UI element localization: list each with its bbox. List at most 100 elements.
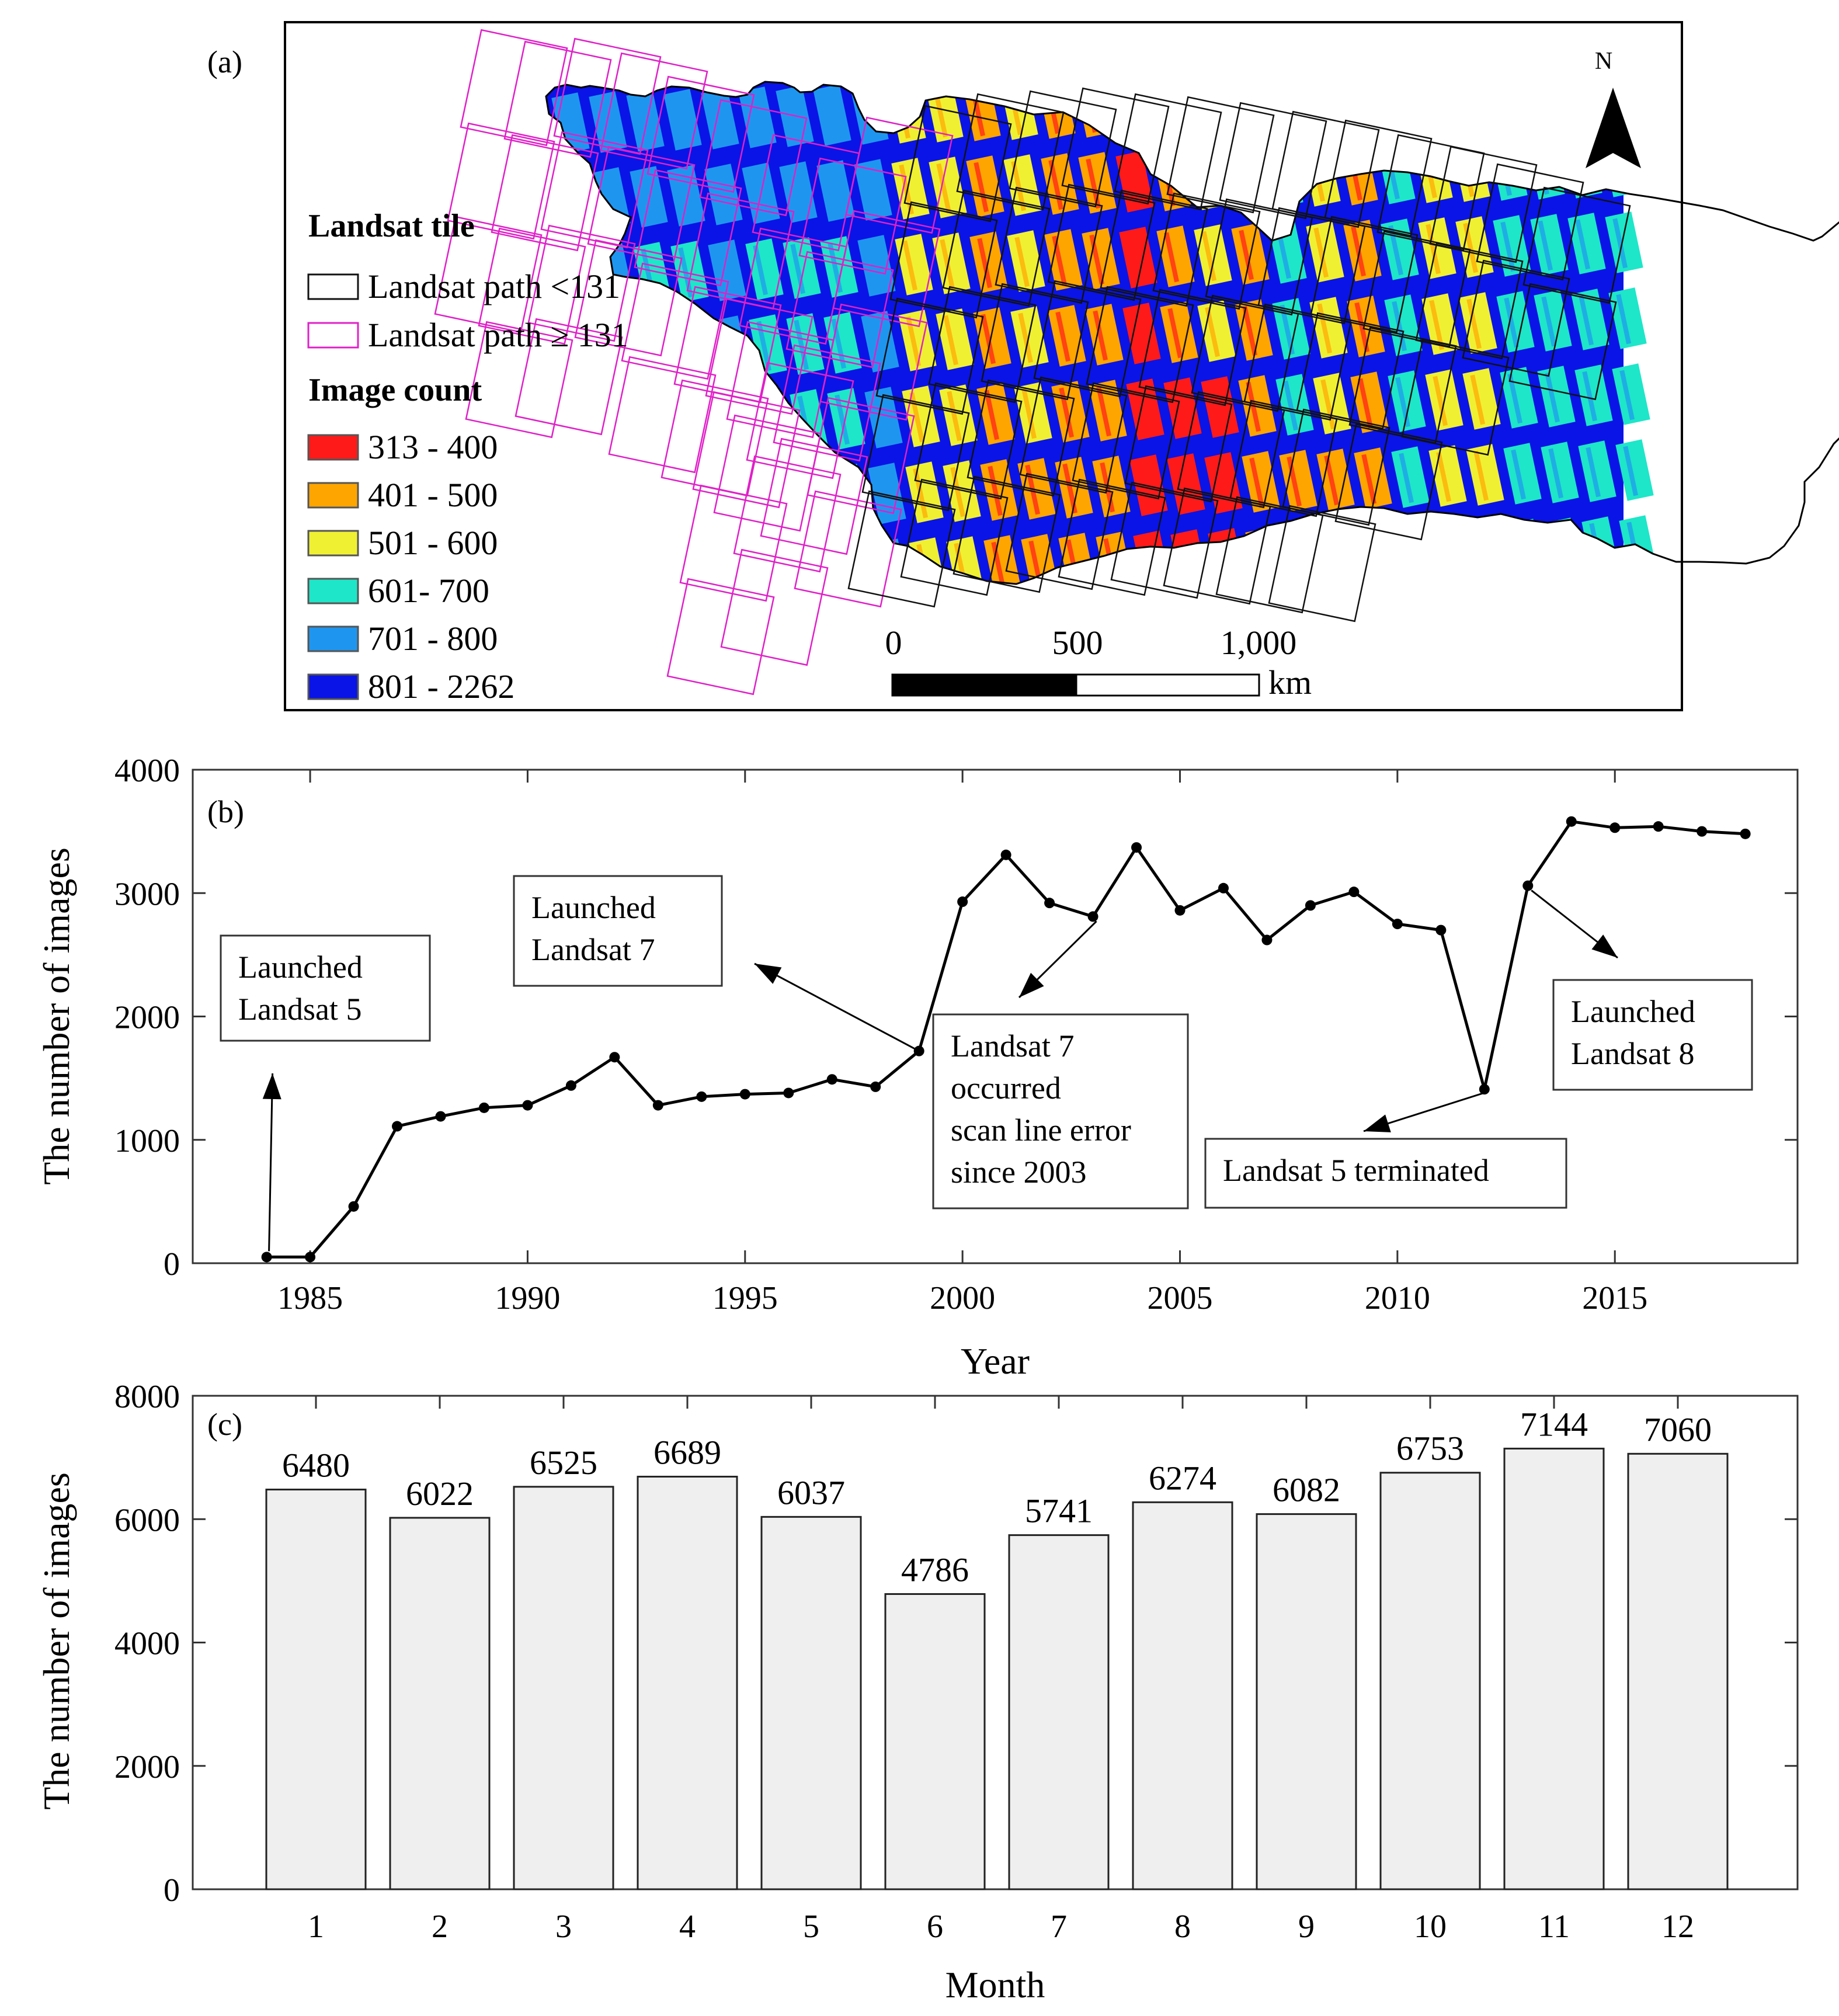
raster-stripe	[1174, 460, 1190, 510]
raster-stripe	[1164, 232, 1180, 283]
b-point	[348, 1201, 359, 1212]
landsat-tile-footprint	[1348, 326, 1457, 444]
b-xtick-label: 1995	[712, 1280, 778, 1316]
legend-count-title: Image count	[308, 372, 482, 408]
c-xtick-label: 11	[1538, 1909, 1570, 1945]
raster-stripe	[1021, 388, 1037, 439]
landsat-tile-footprint	[1205, 198, 1313, 316]
c-bar-label: 6037	[777, 1473, 845, 1511]
c-xtick-label: 2	[432, 1909, 448, 1945]
b-point	[870, 1081, 881, 1092]
landsat-tile-footprint	[746, 362, 854, 479]
b-point	[1261, 934, 1273, 946]
c-bar-label: 5741	[1025, 1492, 1093, 1530]
c-xtick-label: 10	[1414, 1909, 1447, 1945]
landsat-tile-footprint	[1058, 478, 1166, 596]
landsat-tile-footprint	[1376, 134, 1485, 252]
c-ytick-label: 0	[164, 1872, 180, 1909]
landsat-tile-footprint	[527, 224, 636, 342]
landsat-tile-footprint	[928, 286, 1037, 404]
raster-stripe	[1579, 295, 1594, 346]
landsat-tile-footprint	[1282, 408, 1390, 526]
scale-bar-black	[891, 673, 1077, 697]
raster-stripe	[824, 166, 840, 217]
b-point	[609, 1052, 620, 1063]
panel-b-line-chart: (b) 0 1000 2000 3000 4000 1985 1990 1995 2000 200…	[36, 753, 1799, 1382]
landsat-tile-footprint	[540, 131, 649, 249]
landsat-tile-footprint	[1033, 280, 1142, 398]
raster-stripe	[1511, 449, 1527, 500]
landsat-tile-footprint	[1257, 207, 1366, 325]
raster-stripe	[675, 171, 690, 222]
scale-bar: 0 500 1,000 km	[885, 624, 1312, 701]
raster-stripe	[1283, 380, 1299, 431]
b-point	[435, 1111, 446, 1122]
b-point	[826, 1074, 837, 1085]
b-xtick-label: 1990	[495, 1280, 560, 1316]
raster-stripe	[1619, 370, 1635, 420]
raster-stripe	[1014, 237, 1030, 287]
b-xtick-label: 1985	[277, 1280, 343, 1316]
panel-c-xlabel: Month	[945, 1964, 1045, 2005]
legend-count-swatch-4	[307, 625, 359, 652]
landsat-tile-footprint	[1334, 423, 1443, 541]
landsat-tile-footprint	[1268, 505, 1376, 623]
b-xtick-label: 2000	[930, 1280, 995, 1316]
raster-stripe	[940, 239, 955, 290]
raster-stripe	[1096, 386, 1112, 437]
panel-b-annotations: Launched Landsat 5 Launched Landsat 7 Landsa…	[220, 875, 1753, 1252]
landsat-tile-footprint	[1009, 90, 1117, 208]
legend-tile-title: Landsat tile	[308, 208, 475, 244]
scale-tick-0: 0	[885, 624, 902, 662]
b-point	[1000, 849, 1011, 860]
raster-stripe	[933, 87, 948, 138]
b-ytick-label: 0	[164, 1246, 180, 1282]
b-point	[1087, 911, 1098, 922]
b-point	[1479, 1084, 1490, 1095]
landsat-tile-footprint	[1271, 110, 1380, 228]
legend: Landsat tile Landsat path <131 Landsat p…	[307, 208, 628, 705]
landsat-tile-footprint	[832, 210, 941, 328]
b-annotation-box	[513, 875, 723, 987]
landsat-tile-footprint	[1219, 102, 1327, 220]
raster-stripe	[1313, 227, 1329, 278]
b-annotation-text: Landsat 5 terminated	[1223, 1153, 1489, 1188]
raster-stripe	[1201, 231, 1217, 281]
raster-stripe	[1361, 454, 1377, 505]
raster-stripe	[1358, 378, 1374, 429]
landsat-tile-footprint	[806, 397, 915, 515]
raster-stripe	[1280, 304, 1295, 355]
c-bar	[1379, 1472, 1481, 1890]
raster-stripe	[977, 238, 993, 289]
landsat-tile-footprint	[634, 169, 742, 287]
raster-stripe	[1018, 312, 1034, 363]
landsat-tile-footprint	[1476, 163, 1584, 281]
landsat-tile-footprint	[434, 215, 543, 333]
landsat-tile-footprint	[1296, 312, 1405, 430]
landsat-tile-footprint	[900, 478, 1009, 596]
legend-count-label-1: 401 - 500	[368, 476, 498, 514]
c-bar-label: 6274	[1149, 1459, 1216, 1497]
b-annotation-text: Landsat 7	[951, 1028, 1074, 1063]
b-point	[1522, 880, 1534, 891]
raster-stripe	[865, 241, 881, 292]
raster-stripe	[1616, 294, 1632, 345]
c-bar	[389, 1517, 491, 1890]
raster-stripe	[1351, 226, 1367, 277]
landsat-tile-footprint	[1072, 382, 1180, 500]
c-bar	[760, 1516, 862, 1890]
raster-stripe	[1575, 219, 1591, 270]
c-bar	[1256, 1513, 1357, 1890]
c-xtick-label: 3	[555, 1909, 572, 1945]
landsat-tile-footprint	[956, 93, 1065, 211]
landsat-tile-footprint	[1005, 472, 1114, 590]
landsat-tile-footprint	[699, 99, 808, 217]
north-arrow-icon	[1586, 88, 1641, 168]
c-bar	[265, 1489, 367, 1890]
raster-stripe	[906, 316, 922, 367]
legend-tile-swatch-0	[307, 273, 359, 300]
b-ytick-label: 4000	[114, 753, 180, 789]
raster-stripe	[1130, 309, 1146, 360]
landsat-tile-footprint	[1429, 145, 1538, 263]
